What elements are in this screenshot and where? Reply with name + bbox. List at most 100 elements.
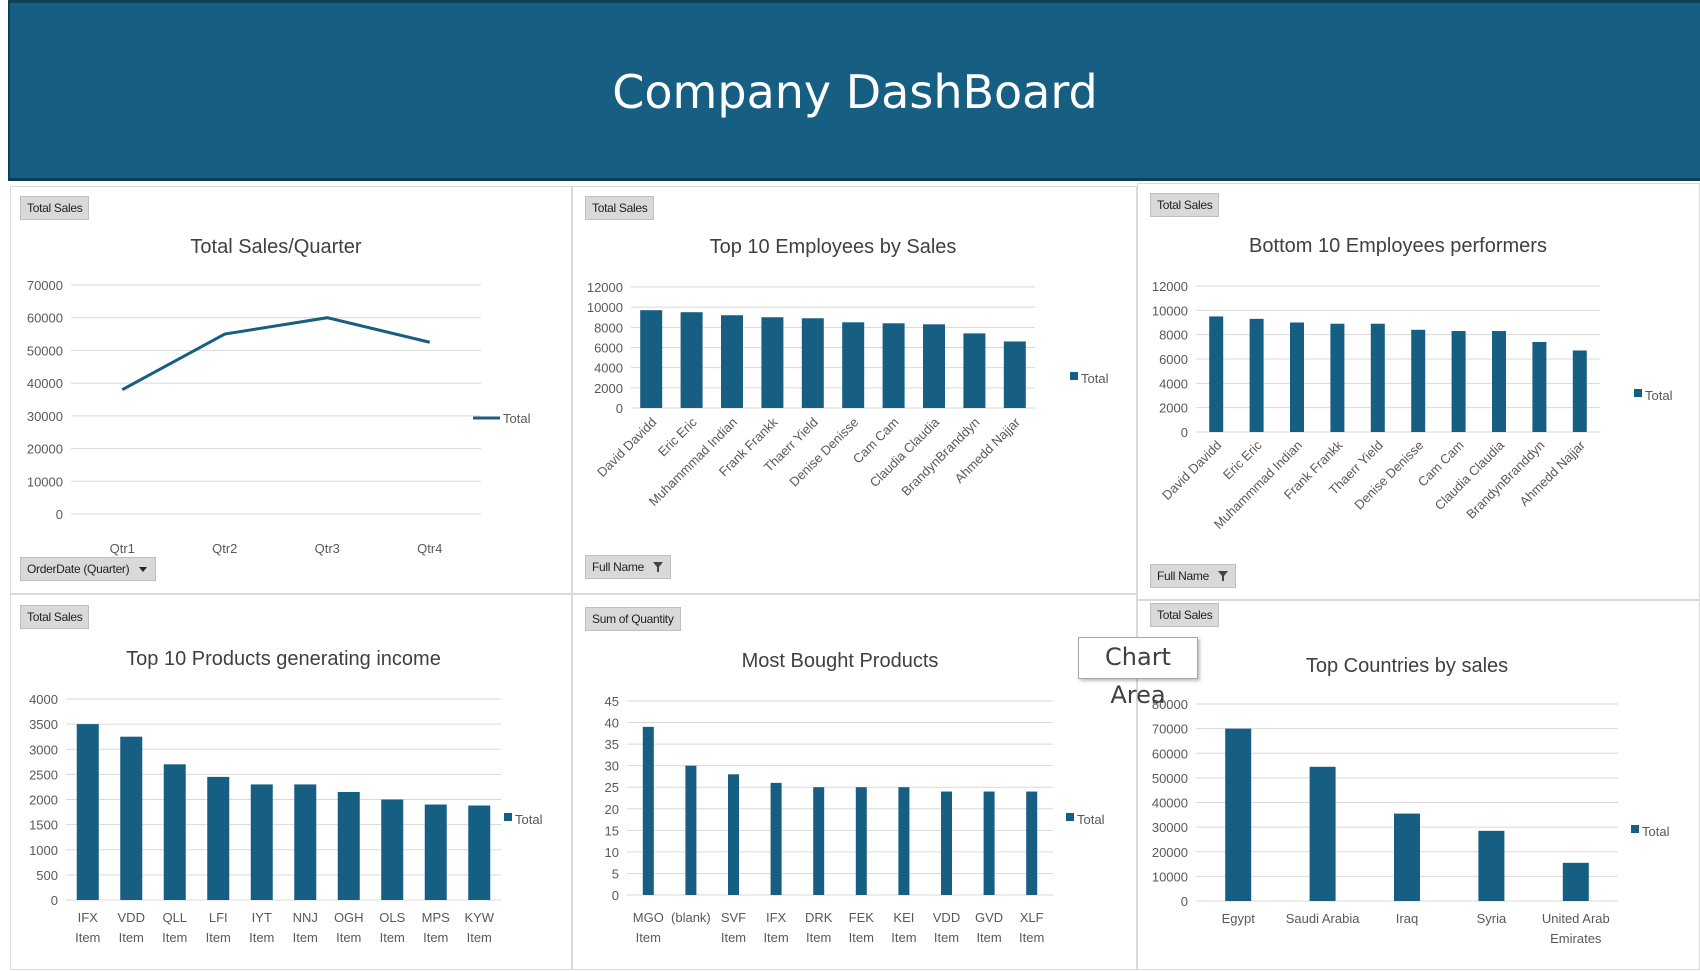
y-tick-label: 10000 bbox=[1152, 869, 1188, 884]
x-tick-label: Item bbox=[806, 930, 831, 945]
y-tick-label: 0 bbox=[616, 401, 623, 416]
chart-top-countries[interactable]: Top Countries by sales010000200003000040… bbox=[1138, 626, 1699, 971]
bar bbox=[1290, 323, 1304, 433]
chart-top-products[interactable]: Top 10 Products generating income0500100… bbox=[11, 631, 571, 971]
field-button-total-sales[interactable]: Total Sales bbox=[1150, 603, 1219, 627]
x-tick-label: XLF bbox=[1020, 910, 1044, 925]
bar bbox=[120, 737, 142, 900]
chart-panel-bottom-employees[interactable]: Total Sales Bottom 10 Employees performe… bbox=[1137, 183, 1700, 600]
y-tick-label: 10000 bbox=[587, 300, 623, 315]
bar bbox=[207, 777, 229, 900]
y-tick-label: 8000 bbox=[594, 320, 623, 335]
x-tick-label: FEK bbox=[849, 910, 875, 925]
x-tick-label: SVF bbox=[721, 910, 746, 925]
x-tick-label: Item bbox=[721, 930, 746, 945]
y-tick-label: 3500 bbox=[29, 717, 58, 732]
bar bbox=[941, 792, 952, 895]
filter-button-full-name[interactable]: Full Name bbox=[1150, 564, 1236, 588]
legend-swatch bbox=[1070, 372, 1078, 380]
x-tick-label: Claudia Claudia bbox=[1432, 437, 1508, 513]
y-tick-label: 20000 bbox=[27, 442, 63, 457]
y-tick-label: 45 bbox=[605, 694, 619, 709]
filter-button-full-name[interactable]: Full Name bbox=[585, 555, 671, 579]
filter-funnel-icon bbox=[651, 560, 665, 574]
field-button-total-sales[interactable]: Total Sales bbox=[1150, 193, 1219, 217]
x-tick-label: Saudi Arabia bbox=[1286, 911, 1360, 926]
filter-label: OrderDate (Quarter) bbox=[27, 562, 129, 576]
x-tick-label: Qtr2 bbox=[212, 541, 237, 556]
chart-bottom-employees[interactable]: Bottom 10 Employees performers0200040006… bbox=[1138, 224, 1699, 569]
x-tick-label: Item bbox=[891, 930, 916, 945]
x-tick-label: Item bbox=[293, 930, 318, 945]
bar bbox=[164, 764, 186, 900]
y-tick-label: 3000 bbox=[29, 742, 58, 757]
field-button-total-sales[interactable]: Total Sales bbox=[20, 196, 89, 220]
x-tick-label: Item bbox=[162, 930, 187, 945]
y-tick-label: 2000 bbox=[594, 381, 623, 396]
x-tick-label: VDD bbox=[118, 910, 145, 925]
y-tick-label: 35 bbox=[605, 737, 619, 752]
chart-most-bought[interactable]: Most Bought Products051015202530354045MG… bbox=[573, 633, 1136, 971]
x-tick-label: Denise Denisse bbox=[1351, 438, 1426, 513]
bar bbox=[1492, 331, 1506, 432]
field-button-total-sales[interactable]: Total Sales bbox=[20, 605, 89, 629]
chart-panel-top-countries[interactable]: Total Sales Top Countries by sales 0 10000… bbox=[1137, 600, 1700, 970]
y-tick-label: 30 bbox=[605, 759, 619, 774]
x-tick-label: OLS bbox=[379, 910, 405, 925]
y-tick-label: 6000 bbox=[594, 341, 623, 356]
bar bbox=[468, 806, 490, 900]
bar bbox=[963, 333, 985, 408]
field-button-total-sales[interactable]: Total Sales bbox=[585, 196, 654, 220]
chart-total-sales-quarter[interactable]: Total Sales/Quarter010000200003000040000… bbox=[11, 227, 571, 587]
y-tick-label: 4000 bbox=[29, 692, 58, 707]
bar bbox=[923, 324, 945, 408]
legend-label: Total bbox=[1645, 388, 1673, 403]
bar bbox=[1026, 792, 1037, 895]
y-tick-label: 5 bbox=[612, 866, 619, 881]
y-tick-label: 30000 bbox=[27, 409, 63, 424]
x-tick-label: Item bbox=[763, 930, 788, 945]
y-tick-label: 60000 bbox=[1152, 746, 1188, 761]
y-tick-label: 0 bbox=[1181, 894, 1188, 909]
y-tick-label: 50000 bbox=[1152, 771, 1188, 786]
y-tick-label: 10000 bbox=[27, 474, 63, 489]
chart-title: Most Bought Products bbox=[742, 650, 939, 672]
bar bbox=[1394, 814, 1420, 901]
filter-button-orderdate[interactable]: OrderDate (Quarter) bbox=[20, 557, 156, 581]
y-tick-label: 25 bbox=[605, 780, 619, 795]
y-tick-label: 40 bbox=[605, 716, 619, 731]
y-tick-label: 40000 bbox=[1152, 796, 1188, 811]
bar bbox=[685, 766, 696, 895]
x-tick-label: LFI bbox=[209, 910, 228, 925]
y-tick-label: 30000 bbox=[1152, 820, 1188, 835]
y-tick-label: 70000 bbox=[1152, 722, 1188, 737]
filter-label: Full Name bbox=[1157, 569, 1209, 583]
chart-top-employees[interactable]: Top 10 Employees by Sales020004000600080… bbox=[573, 227, 1136, 567]
chart-title: Top Countries by sales bbox=[1306, 655, 1508, 677]
bar bbox=[1330, 324, 1344, 432]
x-tick-label: Item bbox=[249, 930, 274, 945]
x-tick-label: Qtr4 bbox=[417, 541, 442, 556]
x-tick-label: Emirates bbox=[1550, 931, 1602, 946]
bar bbox=[984, 792, 995, 895]
sheet-left-edge bbox=[0, 181, 8, 970]
x-tick-label: (blank) bbox=[671, 910, 711, 925]
bar bbox=[1250, 319, 1264, 432]
bar bbox=[1563, 863, 1589, 901]
bar bbox=[294, 784, 316, 900]
y-tick-label: 2000 bbox=[29, 793, 58, 808]
chart-panel-top-products[interactable]: Total Sales Top 10 Products generating i… bbox=[10, 594, 572, 970]
bar bbox=[761, 317, 783, 408]
y-tick-label: 15 bbox=[605, 823, 619, 838]
x-tick-label: DRK bbox=[805, 910, 833, 925]
y-tick-label: 0 bbox=[51, 893, 58, 908]
field-button-sum-quantity[interactable]: Sum of Quantity bbox=[585, 607, 681, 631]
y-tick-label: 0 bbox=[56, 507, 63, 522]
y-tick-label: 1500 bbox=[29, 818, 58, 833]
x-tick-label: David Davidd bbox=[1159, 438, 1224, 503]
bar bbox=[338, 792, 360, 900]
x-tick-label: IFX bbox=[766, 910, 787, 925]
